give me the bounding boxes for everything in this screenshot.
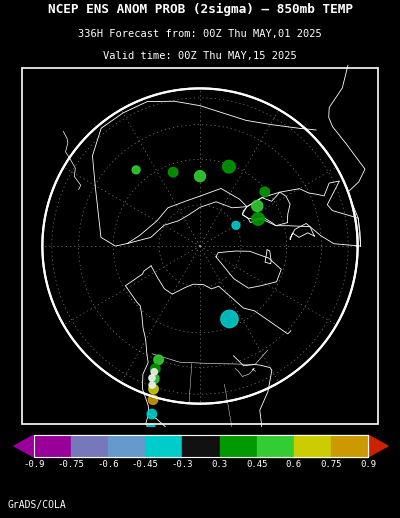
Polygon shape bbox=[368, 435, 388, 457]
Text: GrADS/COLA: GrADS/COLA bbox=[8, 499, 67, 510]
Text: 0.75: 0.75 bbox=[320, 460, 342, 469]
Text: 0.45: 0.45 bbox=[246, 460, 268, 469]
Polygon shape bbox=[14, 435, 34, 457]
Circle shape bbox=[42, 89, 358, 404]
Bar bbox=[34, 435, 71, 457]
Text: 0.9: 0.9 bbox=[360, 460, 376, 469]
Polygon shape bbox=[151, 364, 160, 373]
Text: -0.3: -0.3 bbox=[172, 460, 193, 469]
Bar bbox=[294, 435, 331, 457]
Bar bbox=[34, 435, 368, 457]
Polygon shape bbox=[260, 187, 270, 196]
Polygon shape bbox=[288, 451, 298, 460]
Bar bbox=[257, 435, 294, 457]
Text: 0.3: 0.3 bbox=[212, 460, 228, 469]
Polygon shape bbox=[194, 170, 206, 182]
Polygon shape bbox=[252, 200, 263, 211]
Polygon shape bbox=[221, 310, 238, 327]
Polygon shape bbox=[151, 369, 157, 375]
Text: 0.6: 0.6 bbox=[286, 460, 302, 469]
Bar bbox=[71, 435, 108, 457]
Bar bbox=[331, 435, 368, 457]
Bar bbox=[108, 435, 145, 457]
Polygon shape bbox=[149, 384, 158, 394]
Polygon shape bbox=[223, 161, 235, 173]
Polygon shape bbox=[132, 166, 140, 174]
Polygon shape bbox=[269, 442, 277, 450]
Bar bbox=[145, 435, 182, 457]
Text: -0.75: -0.75 bbox=[58, 460, 84, 469]
Polygon shape bbox=[147, 409, 156, 419]
Text: -0.6: -0.6 bbox=[97, 460, 119, 469]
Polygon shape bbox=[168, 167, 178, 177]
Polygon shape bbox=[154, 355, 163, 365]
Polygon shape bbox=[149, 382, 155, 388]
Polygon shape bbox=[149, 375, 155, 381]
Bar bbox=[182, 435, 220, 457]
Text: NCEP ENS ANOM PROB (2sigma) – 850mb TEMP: NCEP ENS ANOM PROB (2sigma) – 850mb TEMP bbox=[48, 3, 352, 16]
Text: -0.45: -0.45 bbox=[132, 460, 159, 469]
Polygon shape bbox=[150, 374, 159, 383]
Polygon shape bbox=[252, 213, 264, 225]
Text: -0.9: -0.9 bbox=[23, 460, 44, 469]
Bar bbox=[220, 435, 257, 457]
Polygon shape bbox=[148, 395, 158, 405]
Text: Valid time: 00Z Thu MAY,15 2025: Valid time: 00Z Thu MAY,15 2025 bbox=[103, 50, 297, 61]
Polygon shape bbox=[232, 221, 240, 229]
Polygon shape bbox=[146, 424, 156, 434]
Text: 336H Forecast from: 00Z Thu MAY,01 2025: 336H Forecast from: 00Z Thu MAY,01 2025 bbox=[78, 29, 322, 39]
